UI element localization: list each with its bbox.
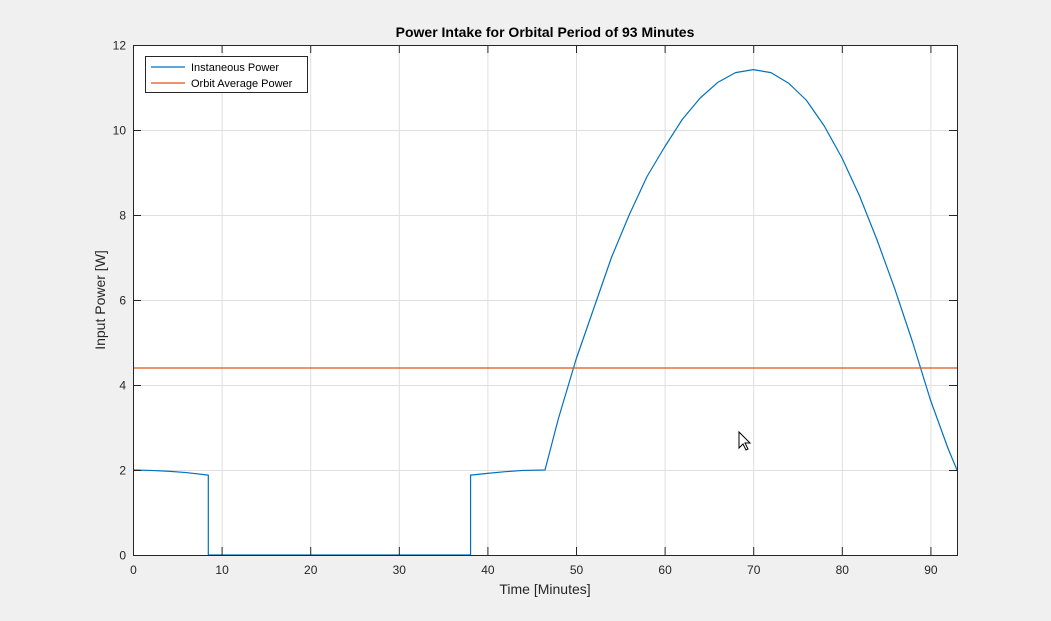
- x-tick-label: 50: [570, 563, 584, 577]
- legend[interactable]: Instaneous Power Orbit Average Power: [145, 56, 308, 93]
- axis-ticks: 0 10 20 30 40 50 60 70 80 90 0 2 4 6 8 10 12: [113, 39, 957, 577]
- x-tick-label: 70: [747, 563, 761, 577]
- legend-label-instaneous-power: Instaneous Power: [191, 62, 279, 74]
- y-tick-label: 0: [119, 549, 126, 563]
- x-tick-label: 90: [924, 563, 938, 577]
- x-tick-label: 20: [304, 563, 318, 577]
- y-tick-label: 8: [119, 209, 126, 223]
- x-tick-label: 80: [836, 563, 850, 577]
- x-tick-label: 40: [481, 563, 495, 577]
- x-tick-label: 30: [393, 563, 407, 577]
- x-tick-label: 10: [215, 563, 229, 577]
- y-axis-label: Input Power [W]: [92, 250, 108, 350]
- y-tick-label: 6: [119, 294, 126, 308]
- legend-label-orbit-average-power: Orbit Average Power: [191, 78, 293, 90]
- y-tick-label: 12: [113, 39, 127, 53]
- y-tick-label: 10: [113, 124, 127, 138]
- y-tick-label: 4: [119, 379, 126, 393]
- x-tick-label: 60: [658, 563, 672, 577]
- legend-box: [145, 56, 308, 93]
- x-tick-label: 0: [130, 563, 137, 577]
- x-axis-label: Time [Minutes]: [499, 581, 590, 597]
- chart-title: Power Intake for Orbital Period of 93 Mi…: [396, 24, 695, 40]
- y-tick-label: 2: [119, 464, 126, 478]
- mouse-cursor-icon: [738, 430, 752, 451]
